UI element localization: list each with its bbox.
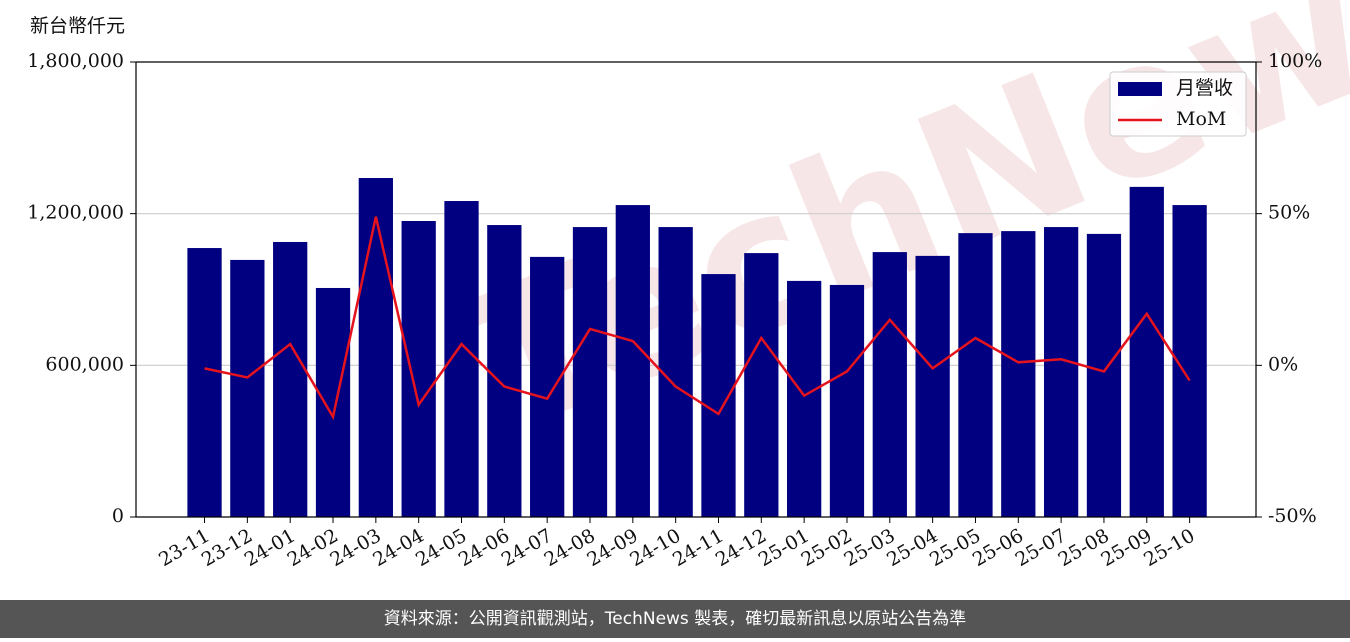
bar (487, 225, 522, 517)
bar (273, 241, 308, 517)
bar (187, 248, 222, 518)
footer-bar (0, 600, 1350, 638)
bar (358, 178, 393, 517)
y-tick-label: 1,200,000 (27, 202, 124, 224)
y2-tick-label: -50% (1268, 505, 1317, 527)
bar (572, 227, 608, 517)
legend-label: 月營收 (1176, 77, 1233, 99)
y-tick-label: 600,000 (45, 353, 124, 375)
x-tick-label: 25-10 (1140, 525, 1198, 571)
bar (658, 227, 693, 517)
bar (615, 205, 650, 518)
line (204, 216, 1191, 421)
bar (872, 252, 907, 518)
bar (1001, 231, 1036, 517)
y-axis-title: 新台幣仟元 (30, 15, 125, 37)
y2-tick-label: 100% (1268, 50, 1322, 72)
bar (1086, 233, 1122, 517)
y2-tick-label: 50% (1268, 202, 1310, 224)
legend-swatch (1118, 82, 1162, 96)
plot-frame (135, 61, 1257, 518)
bar (701, 274, 736, 517)
bar (230, 259, 265, 517)
bar (829, 284, 865, 517)
bar (958, 233, 993, 517)
bar (1043, 227, 1079, 517)
bar (530, 256, 565, 517)
footer-text: 資料來源：公開資訊觀測站，TechNews 製表，確切最新訊息以原站公告為準 (384, 609, 966, 629)
y2-tick-label: 0% (1268, 353, 1298, 375)
bar (915, 255, 950, 517)
bar (787, 280, 822, 517)
legend-label: MoM (1176, 108, 1226, 130)
bar (1129, 186, 1164, 517)
bar (315, 287, 351, 517)
bar (744, 253, 779, 517)
bar (401, 220, 436, 517)
y-tick-label: 0 (112, 505, 124, 527)
y-tick-label: 1,800,000 (27, 50, 124, 72)
